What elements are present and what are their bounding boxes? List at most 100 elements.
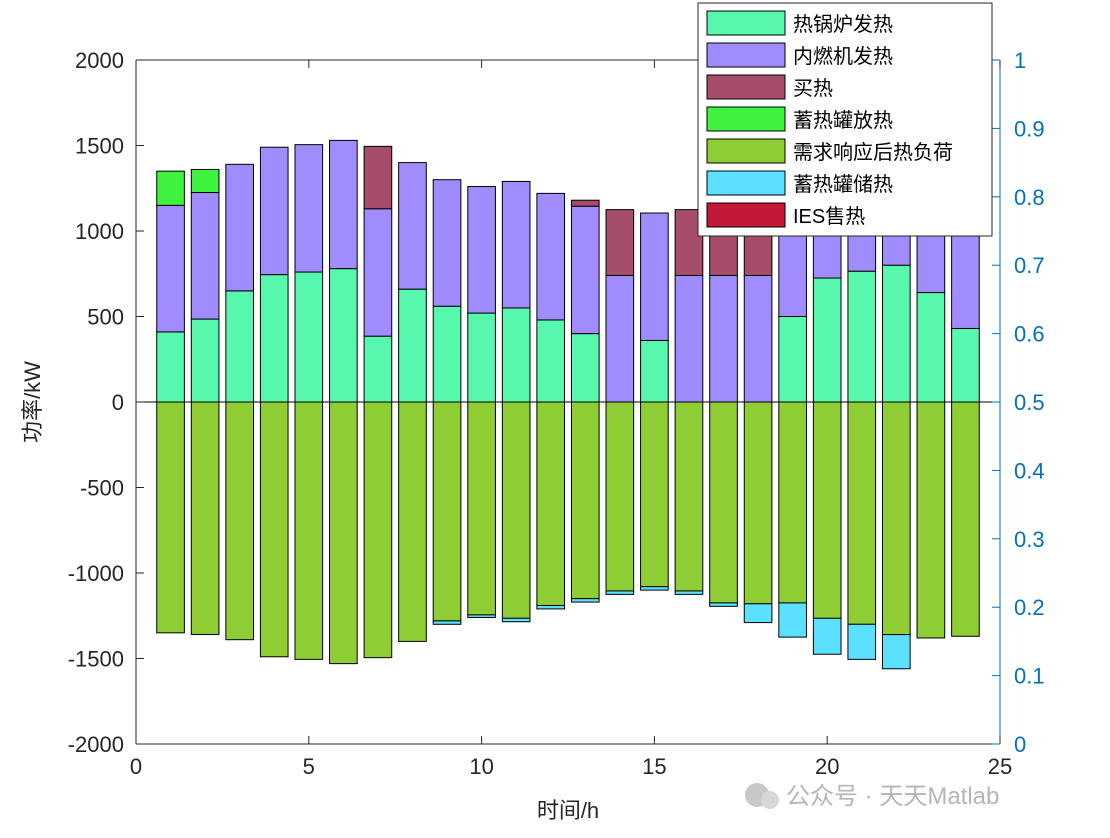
x-tick-label-0: 0 xyxy=(130,754,142,779)
bar-hour-6-series-4 xyxy=(329,401,358,665)
legend-swatch-1 xyxy=(706,42,786,68)
bar-hour-10-series-5 xyxy=(467,614,496,618)
y-tick-label--1000: -1000 xyxy=(68,561,124,586)
y2-tick-label-1: 1 xyxy=(1014,48,1026,73)
bar-hour-10-series-0 xyxy=(467,312,496,403)
legend-label-5: 蓄热罐储热 xyxy=(793,173,893,196)
bar-hour-12-series-1 xyxy=(536,192,566,321)
bar-hour-5-series-4 xyxy=(294,401,324,660)
bar-hour-1-series-0 xyxy=(156,331,185,403)
bar-hour-17-series-1 xyxy=(709,274,738,403)
bar-hour-18-series-4 xyxy=(743,401,773,605)
y2-tick-label-0.6: 0.6 xyxy=(1014,322,1045,347)
bar-hour-7-series-0 xyxy=(363,335,393,403)
y2-tick-label-0.4: 0.4 xyxy=(1014,458,1045,483)
bar-hour-21-series-5 xyxy=(847,623,877,660)
x-tick-label-15: 15 xyxy=(642,754,666,779)
watermark-text: 公众号 · 天天Matlab xyxy=(786,783,999,810)
bar-hour-23-series-4 xyxy=(916,401,946,639)
y2-tick-label-0.9: 0.9 xyxy=(1014,116,1045,141)
bar-hour-4-series-4 xyxy=(259,401,289,658)
bar-hour-9-series-1 xyxy=(432,179,462,307)
bar-hour-6-series-0 xyxy=(329,268,358,403)
bar-hour-15-series-1 xyxy=(640,212,669,341)
legend-label-2: 买热 xyxy=(793,77,833,100)
watermark: 公众号 · 天天Matlab xyxy=(745,783,999,810)
bar-hour-22-series-5 xyxy=(881,634,911,670)
bar-hour-6-series-1 xyxy=(329,139,358,270)
legend-swatch-6 xyxy=(706,202,786,228)
bar-hour-13-series-0 xyxy=(570,333,600,403)
y-tick-label-1500: 1500 xyxy=(75,134,124,159)
bar-hour-12-series-4 xyxy=(536,401,566,606)
bar-hour-15-series-5 xyxy=(640,586,669,591)
bar-hour-24-series-4 xyxy=(951,401,980,637)
bar-hour-10-series-1 xyxy=(467,186,496,314)
bar-hour-19-series-4 xyxy=(778,401,807,604)
bar-hour-20-series-4 xyxy=(812,401,842,619)
bar-hour-17-series-4 xyxy=(709,401,738,604)
y-tick-label-1000: 1000 xyxy=(75,219,124,244)
bar-hour-14-series-5 xyxy=(605,590,635,595)
bar-hour-2-series-1 xyxy=(190,192,220,320)
bar-hour-13-series-2 xyxy=(570,199,600,207)
bar-hour-7-series-1 xyxy=(363,208,393,337)
bar-hour-11-series-5 xyxy=(501,617,531,623)
bar-hour-8-series-1 xyxy=(398,162,427,290)
bar-hour-13-series-5 xyxy=(570,598,600,603)
bar-hour-16-series-5 xyxy=(674,590,704,595)
bar-hour-5-series-0 xyxy=(294,271,324,403)
bar-hour-14-series-2 xyxy=(605,209,635,276)
bar-hour-8-series-0 xyxy=(398,288,427,403)
y-tick-label-0: 0 xyxy=(112,390,124,415)
bar-hour-20-series-5 xyxy=(812,617,842,655)
legend-label-4: 需求响应后热负荷 xyxy=(793,141,953,164)
bar-hour-11-series-4 xyxy=(501,401,531,619)
bar-hour-18-series-1 xyxy=(743,274,773,403)
legend-swatch-5 xyxy=(706,170,786,196)
bar-hour-16-series-1 xyxy=(674,274,704,403)
x-tick-label-5: 5 xyxy=(303,754,315,779)
bar-hour-11-series-1 xyxy=(501,180,531,309)
bar-hour-19-series-0 xyxy=(778,316,807,403)
bar-hour-24-series-0 xyxy=(951,327,980,403)
bar-hour-19-series-5 xyxy=(778,602,807,638)
legend-label-0: 热锅炉发热 xyxy=(793,13,893,36)
bar-hour-12-series-0 xyxy=(536,319,566,403)
bar-hour-9-series-4 xyxy=(432,401,462,622)
legend-swatch-2 xyxy=(706,74,786,100)
bar-hour-21-series-0 xyxy=(847,270,877,403)
bar-hour-4-series-0 xyxy=(259,274,289,403)
x-axis-label: 时间/h xyxy=(537,798,599,823)
x-tick-label-20: 20 xyxy=(815,754,839,779)
legend-label-1: 内燃机发热 xyxy=(793,45,893,68)
x-tick-label-25: 25 xyxy=(988,754,1012,779)
bar-hour-14-series-4 xyxy=(605,401,635,592)
bar-hour-15-series-4 xyxy=(640,401,669,588)
bar-hour-22-series-0 xyxy=(881,264,911,403)
bar-hour-14-series-1 xyxy=(605,274,635,403)
bar-hour-12-series-5 xyxy=(536,604,566,610)
bar-hour-16-series-4 xyxy=(674,401,704,592)
wechat-icon-bubble xyxy=(761,791,779,809)
bar-hour-22-series-4 xyxy=(881,401,911,636)
y-tick-label-500: 500 xyxy=(87,305,124,330)
bar-hour-3-series-4 xyxy=(225,401,255,641)
bar-hour-21-series-4 xyxy=(847,401,877,625)
y2-tick-label-0.3: 0.3 xyxy=(1014,527,1045,552)
legend-swatch-0 xyxy=(706,10,786,36)
y2-tick-label-0: 0 xyxy=(1014,732,1026,757)
bar-hour-1-series-4 xyxy=(156,401,185,634)
bar-hour-4-series-1 xyxy=(259,146,289,276)
bar-hour-5-series-1 xyxy=(294,144,324,273)
y2-tick-label-0.5: 0.5 xyxy=(1014,390,1045,415)
x-tick-label-10: 10 xyxy=(469,754,493,779)
bar-hour-8-series-4 xyxy=(398,401,427,642)
bar-hour-23-series-0 xyxy=(916,292,946,403)
bar-hour-18-series-5 xyxy=(743,603,773,624)
legend-label-3: 蓄热罐放热 xyxy=(793,109,893,132)
bar-hour-7-series-4 xyxy=(363,401,393,659)
legend-swatch-3 xyxy=(706,106,786,132)
legend-swatch-4 xyxy=(706,138,786,164)
y-tick-label--1500: -1500 xyxy=(68,647,124,672)
